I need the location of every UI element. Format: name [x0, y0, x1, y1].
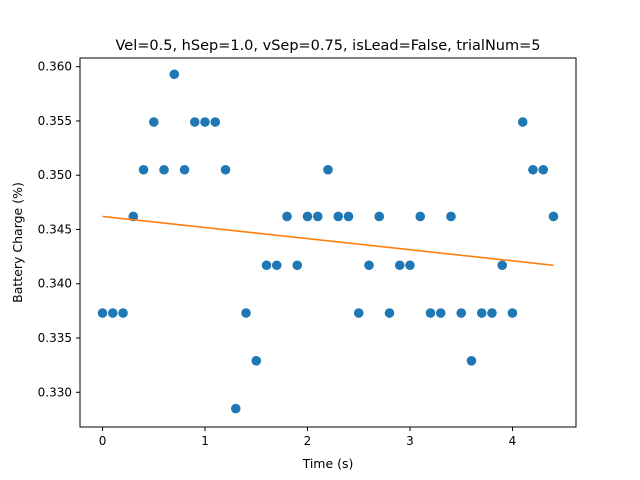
x-tick-label: 1: [201, 434, 209, 448]
data-point: [456, 308, 467, 318]
data-point: [312, 211, 323, 222]
data-point: [159, 164, 169, 175]
y-axis: 0.330 0.335 0.340 0.345 0.350 0.355 0.360: [38, 60, 80, 399]
x-tick-label: 3: [406, 434, 414, 448]
y-tick-label: 0.350: [38, 168, 72, 182]
data-point: [302, 211, 313, 222]
y-tick-label: 0.360: [38, 60, 72, 74]
data-point: [538, 164, 549, 175]
data-point: [292, 260, 303, 271]
y-tick-label: 0.355: [38, 114, 72, 128]
data-point: [251, 356, 262, 366]
data-point: [487, 308, 497, 318]
data-point: [435, 308, 446, 318]
data-point: [476, 308, 487, 318]
data-point: [333, 211, 344, 222]
data-point: [138, 164, 149, 175]
data-point: [446, 211, 456, 222]
data-point: [384, 308, 395, 318]
data-point: [179, 164, 190, 175]
x-tick-label: 4: [509, 434, 517, 448]
x-tick-label: 0: [99, 434, 107, 448]
data-point: [282, 211, 292, 222]
data-point: [507, 308, 518, 318]
data-point: [271, 260, 282, 271]
x-tick-label: 2: [304, 434, 312, 448]
data-point: [425, 308, 436, 318]
data-point: [405, 260, 415, 271]
data-point: [220, 164, 231, 175]
data-point: [241, 308, 251, 318]
data-point: [323, 164, 333, 175]
data-point: [415, 211, 426, 222]
trend-line: [102, 215, 554, 267]
data-point: [169, 69, 180, 80]
data-point: [230, 403, 241, 414]
data-point: [374, 211, 385, 222]
plot-frame: [79, 57, 577, 428]
data-point: [548, 211, 559, 222]
data-point: [148, 117, 159, 127]
data-point: [97, 308, 108, 318]
x-axis-label: Time (s): [302, 456, 354, 471]
x-axis: 0 1 2 3 4: [99, 427, 517, 448]
data-point: [343, 211, 354, 222]
data-point: [364, 260, 374, 271]
y-tick-label: 0.330: [38, 385, 72, 399]
data-point: [107, 308, 118, 318]
plot-marks: [97, 69, 559, 414]
data-point: [517, 117, 528, 127]
data-point: [497, 260, 508, 271]
y-tick-label: 0.335: [38, 331, 72, 345]
data-point: [353, 308, 364, 318]
data-point: [189, 117, 200, 127]
data-point: [528, 164, 538, 175]
data-point: [466, 356, 477, 366]
data-point: [210, 117, 221, 127]
data-point: [394, 260, 405, 271]
y-tick-label: 0.340: [38, 277, 72, 291]
chart-title: Vel=0.5, hSep=1.0, vSep=0.75, isLead=Fal…: [116, 38, 541, 54]
y-axis-label: Battery Charge (%): [10, 182, 25, 303]
data-point: [118, 308, 128, 318]
data-point: [261, 260, 272, 271]
y-tick-label: 0.345: [38, 222, 72, 236]
data-point: [200, 117, 210, 127]
